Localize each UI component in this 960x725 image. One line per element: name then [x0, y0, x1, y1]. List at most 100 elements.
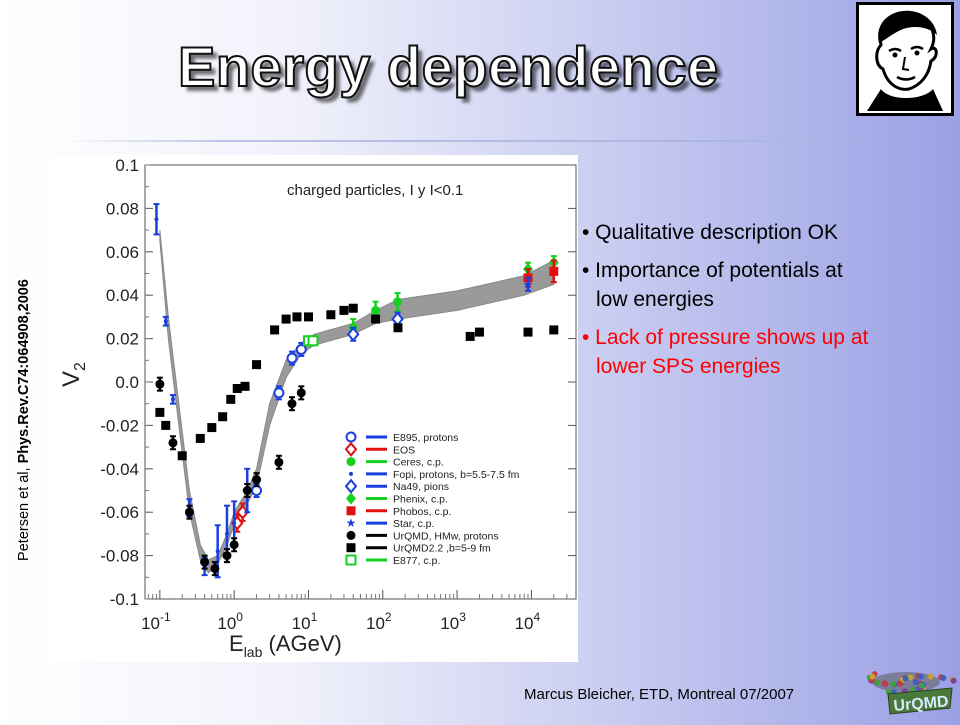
data-point [474, 327, 484, 337]
y-tick-label: -0.04 [100, 460, 139, 479]
data-point [371, 305, 381, 315]
data-point [170, 397, 175, 402]
bullet-item: • Lack of pressure shows up at lower SPS… [582, 323, 952, 381]
urqmd-logo-icon: UrQMD [866, 671, 957, 715]
xlabel-sub: lab [244, 644, 263, 660]
urqmd-logo: UrQMD [866, 664, 960, 720]
data-point [270, 325, 280, 335]
logo-particle [912, 679, 919, 686]
bullet-text-continued: lower SPS energies [596, 355, 781, 378]
data-point [155, 379, 165, 389]
data-point [295, 343, 307, 355]
legend-label: Phenix, c.p. [393, 494, 448, 506]
data-point [207, 423, 217, 433]
logo-particle [896, 680, 903, 687]
x-tick-label: 101 [292, 610, 318, 633]
data-point [346, 326, 360, 342]
x-tick-label: 104 [515, 610, 541, 633]
slide-title: Energy dependence [177, 34, 719, 99]
data-point [252, 360, 262, 370]
data-point [393, 323, 403, 333]
data-point [326, 310, 336, 320]
data-point [287, 399, 297, 409]
bullet-list: • Qualitative description OK • Importanc… [582, 218, 952, 390]
xlabel-unit: (AGeV) [262, 631, 341, 656]
data-point [195, 433, 205, 443]
logo-particle [940, 674, 947, 681]
bullet-item: • Qualitative description OK [582, 218, 952, 247]
y-tick-label: -0.08 [100, 547, 139, 566]
logo-particle [917, 673, 924, 680]
logo-particle [907, 674, 914, 681]
data-point [274, 457, 284, 467]
data-point [307, 335, 319, 347]
bullet-text-continued: low energies [596, 288, 714, 311]
logo-particle [885, 688, 892, 695]
legend-label: UrQMD, HMw, protons [393, 530, 499, 542]
bullet-item: • Importance of potentials at low energi… [582, 256, 952, 314]
data-point [251, 485, 263, 496]
x-tick-label: 103 [440, 610, 466, 633]
legend-marker [346, 506, 356, 516]
legend-label: Phobos, c.p. [393, 506, 451, 518]
y-tick-label: 0.06 [106, 243, 139, 262]
footer-credit: Marcus Bleicher, ETD, Montreal 07/2007 [524, 686, 795, 703]
logo-particle [881, 680, 888, 687]
v2-energy-chart: 0.1 0.08 0.06 0.04 0.02 0.0 -0.02 -0.04 -0.06 -0.… [49, 155, 578, 662]
x-tick-label: 100 [217, 610, 243, 633]
data-point [252, 475, 262, 485]
legend-label: Fopi, protons, b=5.5-7.5 fm [393, 469, 520, 481]
title-divider [64, 140, 888, 142]
y-tick-label: -0.02 [100, 416, 139, 435]
legend-marker [344, 441, 358, 457]
data-point [154, 217, 159, 222]
data-point [549, 266, 559, 276]
logo-particle [874, 679, 881, 686]
legend-marker: ★ [346, 516, 357, 530]
ylabel-sub: 2 [72, 362, 89, 371]
data-point [303, 312, 313, 322]
legend-marker [346, 530, 356, 540]
y-tick-label: 0.0 [115, 373, 139, 392]
data-point [339, 305, 349, 315]
legend-label: UrQMD2.2 ,b=5-9 fm [393, 543, 491, 555]
data-point: ★ [523, 277, 534, 291]
data-point [348, 303, 358, 313]
bullet-text: • Importance of potentials at [582, 259, 843, 282]
legend-marker [345, 554, 357, 566]
data-point [226, 394, 236, 404]
y-tick-label: -0.06 [100, 503, 139, 522]
bullet-text: • Lack of pressure shows up at [582, 326, 869, 349]
data-point [296, 388, 306, 398]
data-point [155, 407, 165, 417]
data-point [236, 504, 249, 520]
legend-label: EOS [393, 444, 415, 456]
x-tick-label: 10-1 [141, 610, 171, 633]
urqmd-logo-text: UrQMD [893, 693, 949, 715]
data-point [229, 540, 239, 550]
data-point [240, 381, 250, 391]
data-point [218, 412, 228, 422]
plot-frame [144, 164, 577, 600]
data-point [184, 507, 194, 517]
y-tick-label: 0.08 [106, 199, 139, 218]
logo-particle [902, 675, 909, 682]
logo-particle [950, 677, 957, 684]
chart-marks: ★ [153, 203, 559, 579]
logo-particle [927, 673, 934, 680]
legend-marker [346, 543, 356, 553]
citation-reference: Phys.Rev.C74:064908,2006 [16, 279, 32, 464]
legend-label: Ceres, c.p. [393, 457, 444, 469]
y-tick-label: 0.02 [106, 330, 139, 349]
data-point [224, 531, 229, 536]
legend-label: Star, c.p. [393, 518, 434, 530]
ylabel-main: V [58, 371, 85, 387]
portrait-logo-icon [867, 10, 943, 111]
data-point [161, 420, 171, 430]
data-point [273, 387, 285, 399]
data-point [200, 557, 210, 567]
legend-marker [346, 457, 356, 467]
data-point [177, 451, 187, 461]
y-tick-label: -0.1 [110, 590, 139, 609]
university-logo [856, 2, 954, 116]
